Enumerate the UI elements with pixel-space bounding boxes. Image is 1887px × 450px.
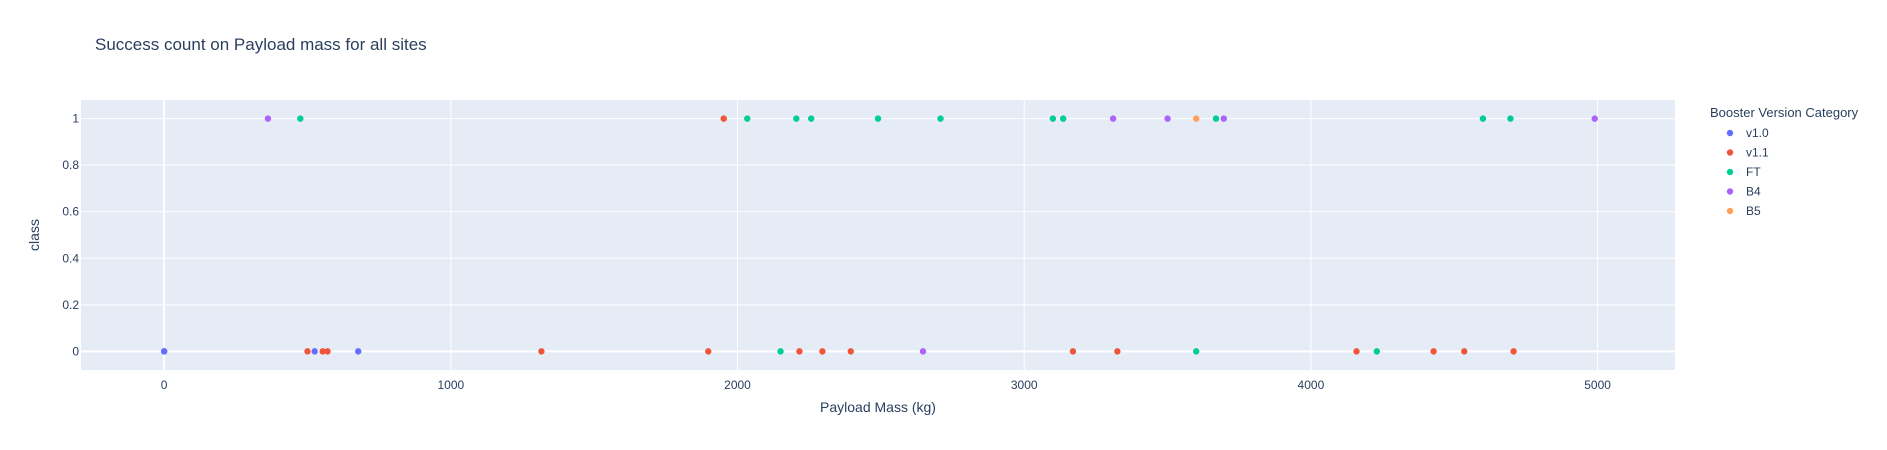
gridlines xyxy=(81,100,1675,370)
legend-item[interactable]: B5 xyxy=(1726,204,1761,218)
legend-marker xyxy=(1726,207,1734,215)
x-tick-label: 4000 xyxy=(1298,378,1325,392)
data-point xyxy=(1220,115,1227,122)
y-tick-label: 1 xyxy=(72,112,79,126)
data-point xyxy=(777,348,784,355)
data-point xyxy=(1510,348,1517,355)
legend-marker xyxy=(1726,168,1734,176)
data-point xyxy=(808,115,815,122)
data-point xyxy=(1114,348,1121,355)
data-point xyxy=(160,348,168,355)
y-axis-ticks: 0 0.2 0.4 0.6 0.8 1 xyxy=(62,112,79,359)
data-point xyxy=(1193,348,1200,355)
x-tick-label: 2000 xyxy=(724,378,751,392)
data-point xyxy=(705,348,712,355)
y-axis-title: class xyxy=(26,219,42,251)
data-point xyxy=(874,115,882,122)
data-point xyxy=(538,348,545,355)
data-point xyxy=(1461,348,1468,355)
legend-marker xyxy=(1726,188,1734,195)
x-tick-label: 0 xyxy=(161,378,168,392)
data-point xyxy=(819,348,826,355)
x-tick-label: 3000 xyxy=(1011,378,1038,392)
legend-marker xyxy=(1726,149,1734,156)
data-point xyxy=(1049,115,1057,122)
data-point xyxy=(1591,115,1598,122)
data-point xyxy=(1353,348,1360,355)
data-point xyxy=(1164,115,1171,122)
y-tick-label: 0.8 xyxy=(62,158,79,172)
data-point xyxy=(720,115,727,122)
x-tick-label: 5000 xyxy=(1584,378,1611,392)
y-tick-label: 0.2 xyxy=(62,298,79,312)
data-point xyxy=(297,115,304,122)
data-point xyxy=(1507,115,1514,122)
data-point xyxy=(355,348,362,355)
y-tick-label: 0.6 xyxy=(62,205,79,219)
data-point xyxy=(319,348,326,355)
data-point xyxy=(304,348,311,355)
data-point xyxy=(1193,115,1200,122)
legend-label: v1.1 xyxy=(1746,146,1769,160)
legend-item[interactable]: v1.0 xyxy=(1726,126,1769,140)
legend-marker xyxy=(1726,129,1734,137)
legend-label: FT xyxy=(1746,165,1761,179)
data-point xyxy=(796,348,803,355)
x-axis-title: Payload Mass (kg) xyxy=(820,399,936,415)
y-tick-label: 0.4 xyxy=(62,251,79,265)
data-point xyxy=(1373,348,1381,355)
x-tick-label: 1000 xyxy=(437,378,464,392)
data-point xyxy=(744,115,751,122)
legend-label: B5 xyxy=(1746,204,1761,218)
chart-title: Success count on Payload mass for all si… xyxy=(95,35,427,54)
data-point xyxy=(311,348,318,355)
legend-label: B4 xyxy=(1746,185,1761,199)
data-point xyxy=(1109,115,1117,122)
legend[interactable]: Booster Version Category v1.0 v1.1 FT B4 B5 xyxy=(1710,105,1859,218)
data-point xyxy=(1479,115,1487,122)
data-point xyxy=(793,115,800,122)
data-point xyxy=(324,348,331,355)
legend-title: Booster Version Category xyxy=(1710,105,1859,120)
legend-item[interactable]: FT xyxy=(1726,165,1762,179)
data-point xyxy=(847,348,854,355)
y-tick-label: 0 xyxy=(72,344,79,358)
legend-label: v1.0 xyxy=(1746,126,1769,140)
data-point xyxy=(919,348,927,355)
data-points xyxy=(160,115,1598,355)
data-point xyxy=(1212,115,1220,122)
data-point xyxy=(937,115,944,122)
x-axis-ticks: 0 1000 2000 3000 4000 5000 xyxy=(161,378,1611,392)
legend-item[interactable]: B4 xyxy=(1726,185,1761,199)
data-point xyxy=(1430,348,1437,355)
legend-item[interactable]: v1.1 xyxy=(1726,146,1769,160)
data-point xyxy=(1060,115,1067,122)
plot-area xyxy=(81,100,1675,370)
data-point xyxy=(264,115,272,122)
data-point xyxy=(1069,348,1077,355)
